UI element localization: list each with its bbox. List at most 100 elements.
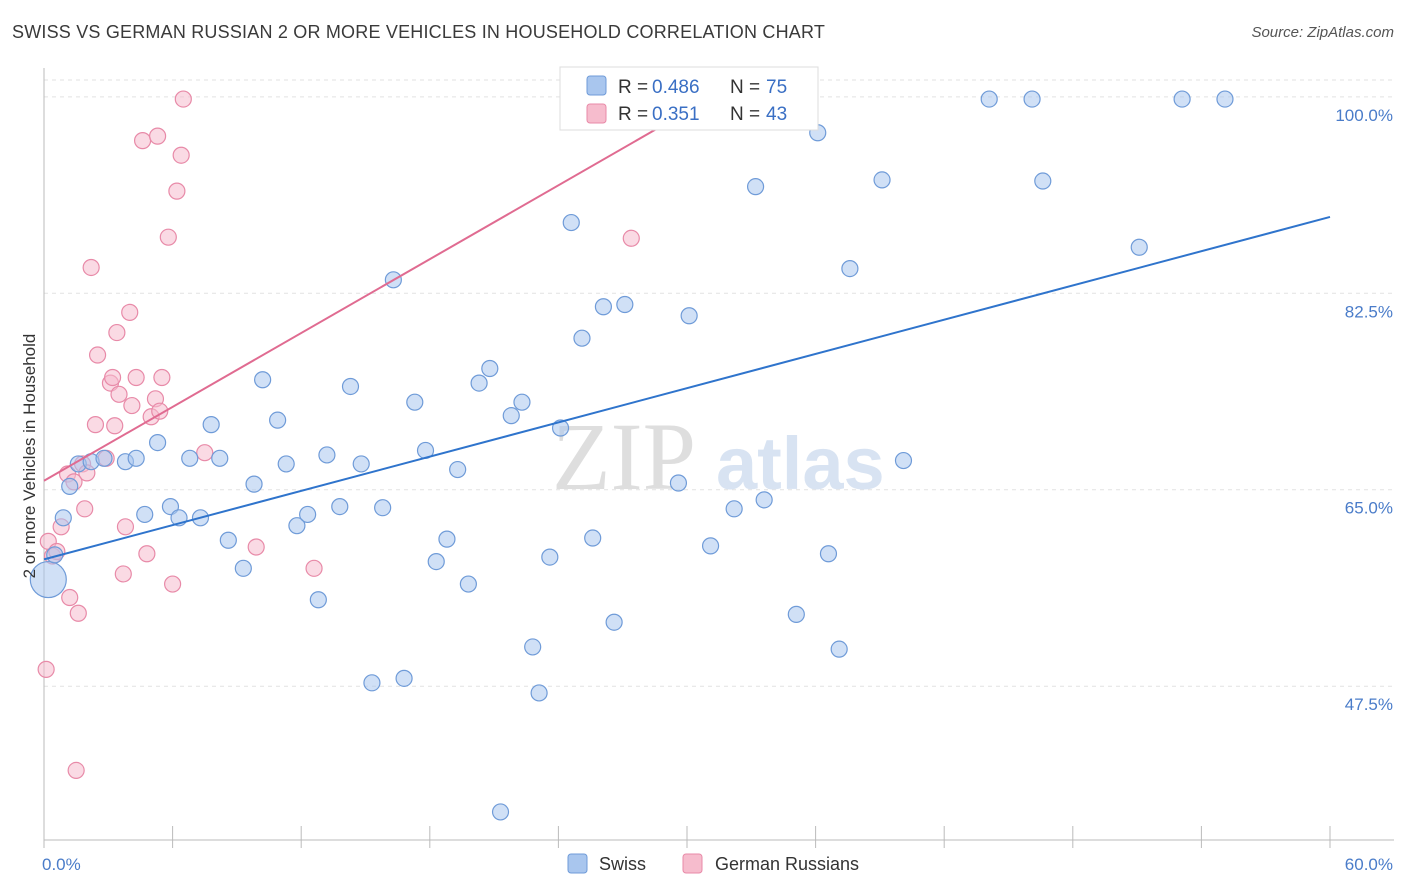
swiss-point-23	[288, 517, 306, 535]
german-russians-points	[37, 90, 640, 779]
swiss-point-42	[491, 803, 510, 821]
german-russians-point-41	[305, 559, 323, 577]
german-russians-point-21	[110, 385, 128, 403]
swiss-point-21	[269, 411, 287, 429]
swiss-point-29	[352, 455, 370, 473]
watermark: ZIP atlas	[552, 403, 885, 510]
swiss-point-20	[254, 371, 272, 389]
swiss-point-38	[449, 460, 467, 479]
german-russians-point-31	[148, 127, 167, 145]
bottom-legend-label-swiss: Swiss	[599, 854, 646, 874]
german-russians-point-0	[37, 660, 55, 678]
german-russians-point-33	[153, 368, 171, 387]
swiss-point-22	[277, 455, 295, 473]
swiss-point-10	[148, 433, 167, 452]
swiss-point-13	[181, 449, 199, 467]
swiss-point-31	[374, 499, 392, 517]
swiss-point-71	[1034, 172, 1052, 190]
swiss-point-25	[309, 591, 327, 609]
swiss-point-15	[202, 416, 220, 434]
german-russians-point-34	[159, 228, 177, 246]
german-russians-point-22	[114, 565, 132, 583]
swiss-point-64	[819, 545, 838, 563]
swiss-point-40	[470, 374, 488, 392]
bottom-legend-label-german-russians: German Russians	[715, 854, 859, 874]
swiss-point-52	[594, 298, 613, 316]
swiss-point-6	[95, 449, 113, 467]
swiss-point-16	[211, 449, 229, 467]
swiss-point-57	[701, 537, 720, 555]
german-russians-point-11	[76, 500, 94, 518]
legend-n-label-german-russians: N =	[730, 104, 760, 125]
swiss-point-69	[980, 90, 998, 108]
legend-n-value-swiss: 75	[766, 77, 787, 98]
german-russians-point-35	[164, 575, 182, 593]
german-russians-point-42	[622, 229, 640, 247]
german-russians-point-8	[67, 761, 85, 779]
german-russians-point-13	[82, 258, 100, 277]
german-russians-point-39	[196, 444, 214, 462]
legend-swatch-swiss	[586, 75, 607, 96]
axis-layer	[43, 68, 1394, 848]
swiss-point-30	[363, 674, 381, 692]
swiss-point-17	[219, 531, 237, 549]
swiss-point-27	[331, 497, 349, 516]
german-russians-point-15	[88, 346, 107, 364]
german-russians-point-37	[172, 146, 190, 164]
y-tick-label-2: 82.5%	[1345, 302, 1393, 321]
swiss-point-54	[616, 295, 634, 314]
y-tick-label-0: 47.5%	[1345, 695, 1393, 714]
y-tick-labels: 47.5% 65.0% 82.5% 100.0%	[1335, 106, 1393, 714]
german-russians-point-40	[247, 538, 265, 556]
swiss-point-61	[755, 491, 773, 509]
swiss-point-73	[1173, 90, 1191, 108]
swiss-point-51	[584, 529, 602, 547]
german-russians-point-18	[103, 368, 122, 387]
swiss-point-19	[245, 475, 263, 493]
swiss-point-55	[669, 474, 688, 492]
bottom-legend: Swiss German Russians	[567, 853, 859, 874]
swiss-point-70	[1023, 90, 1041, 108]
swiss-point-45	[524, 638, 542, 656]
swiss-trend-line	[43, 215, 1331, 561]
swiss-point-65	[830, 640, 848, 658]
watermark-atlas: atlas	[716, 422, 885, 505]
swiss-point-49	[562, 213, 580, 232]
german-russians-point-6	[61, 588, 79, 607]
swiss-point-46	[530, 684, 548, 702]
swiss-point-28	[341, 377, 360, 396]
swiss-point-50	[573, 329, 591, 347]
x-tick-label-max: 60.0%	[1345, 855, 1393, 874]
swiss-point-33	[395, 669, 413, 687]
swiss-point-60	[746, 178, 765, 196]
swiss-point-41	[481, 359, 499, 378]
swiss-point-48	[551, 419, 570, 437]
german-russians-point-19	[106, 417, 124, 435]
swiss-point-24	[299, 505, 317, 524]
legend-r-value-swiss: 0.486	[652, 77, 700, 98]
german-russians-point-24	[121, 303, 139, 321]
german-russians-point-36	[168, 182, 186, 200]
grid-layer	[44, 79, 1394, 687]
swiss-point-44	[513, 393, 531, 411]
swiss-point-37	[438, 530, 456, 548]
swiss-point-47	[541, 548, 559, 566]
german-russians-point-14	[86, 416, 105, 434]
source-credit: Source: ZipAtlas.com	[1251, 24, 1394, 41]
swiss-point-74	[1216, 90, 1234, 108]
swiss-point-67	[873, 171, 891, 189]
legend-box: R = 0.486 N = 75 R = 0.351 N = 43	[559, 66, 819, 131]
y-tick-label-1: 65.0%	[1345, 499, 1393, 518]
swiss-point-2	[54, 509, 72, 527]
legend-n-label-swiss: N =	[730, 77, 760, 98]
swiss-point-9	[136, 505, 154, 524]
bottom-legend-swatch-german-russians	[682, 853, 703, 874]
legend-swatch-german-russians	[586, 103, 607, 124]
legend-r-label-swiss: R =	[618, 77, 648, 98]
german-russians-trend-line	[43, 110, 688, 482]
y-tick-label-3: 100.0%	[1335, 106, 1393, 125]
swiss-point-0	[29, 560, 67, 599]
swiss-point-66	[841, 259, 859, 278]
german-russians-point-28	[138, 545, 156, 563]
german-russians-point-32	[151, 402, 169, 420]
